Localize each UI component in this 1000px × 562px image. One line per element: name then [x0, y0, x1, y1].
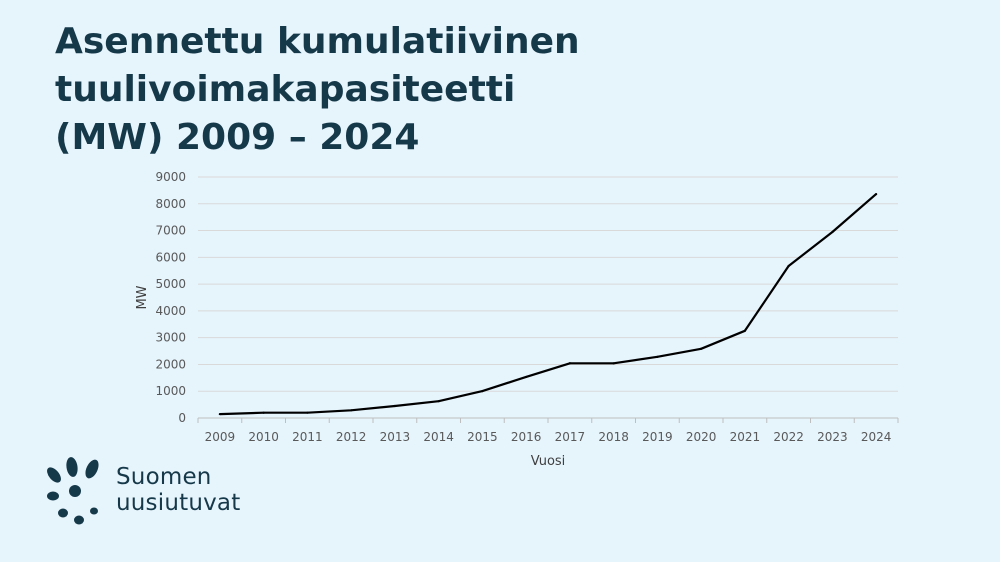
data-point — [568, 362, 571, 365]
x-tick-label: 2016 — [511, 430, 542, 444]
data-point — [787, 264, 790, 268]
data-point — [875, 192, 878, 196]
x-tick-label: 2010 — [248, 430, 279, 444]
data-point — [612, 362, 615, 365]
x-tick-label: 2009 — [205, 430, 236, 444]
logo-line-1: Suomen — [116, 464, 212, 490]
data-point — [262, 411, 265, 414]
data-point — [393, 404, 396, 408]
y-tick-label: 5000 — [155, 277, 186, 291]
data-point — [437, 400, 440, 403]
series-layer — [218, 192, 878, 416]
y-tick-label: 3000 — [155, 331, 186, 345]
x-tick-label: 2011 — [292, 430, 323, 444]
x-tick-label: 2024 — [861, 430, 892, 444]
suomen-uusiutuvat-logo: Suomen uusiutuvat — [42, 453, 272, 528]
title-line-2: (MW) 2009 – 2024 — [55, 117, 420, 158]
title-line-1: Asennettu kumulatiivinen tuulivoimakapas… — [55, 21, 580, 110]
y-axis-title: MW — [135, 285, 150, 309]
logo-line-2: uusiutuvat — [116, 490, 241, 516]
y-tick-label: 2000 — [155, 357, 186, 371]
data-point — [831, 230, 834, 234]
x-tick-label: 2015 — [467, 430, 498, 444]
x-axis-title: Vuosi — [531, 454, 566, 469]
data-point — [350, 409, 353, 412]
data-point — [306, 411, 309, 414]
x-tick-label: 2013 — [380, 430, 411, 444]
leaf-flower-icon — [47, 457, 99, 525]
data-point — [218, 412, 221, 416]
x-tick-label: 2019 — [642, 430, 673, 444]
y-tick-label: 6000 — [155, 250, 186, 264]
y-tick-label: 8000 — [155, 197, 186, 211]
x-tick-label: 2012 — [336, 430, 367, 444]
y-tick-label: 0 — [178, 411, 186, 425]
x-tick-label: 2018 — [598, 430, 629, 444]
series-line — [219, 193, 877, 416]
y-tick-label: 1000 — [155, 384, 186, 398]
x-tick-label: 2017 — [555, 430, 586, 444]
data-point — [700, 347, 703, 350]
x-tick-label: 2014 — [423, 430, 454, 444]
gridlines — [197, 176, 899, 423]
data-point — [525, 375, 528, 379]
data-point — [743, 329, 746, 332]
y-tick-label: 7000 — [155, 224, 186, 238]
y-tick-label: 9000 — [155, 170, 186, 184]
x-tick-label: 2021 — [730, 430, 761, 444]
x-tick-labels: 2009 2010 2011 2012 2013 2014 2015 2016 2017 2018… — [205, 430, 892, 444]
y-tick-labels: 0 1000 2000 3000 4000 5000 6000 7000 8000 9000 — [155, 170, 186, 425]
data-point — [656, 355, 659, 358]
x-tick-label: 2022 — [773, 430, 804, 444]
y-tick-label: 4000 — [155, 304, 186, 318]
x-tick-label: 2023 — [817, 430, 848, 444]
logo-wordmark: Suomen uusiutuvat — [116, 464, 240, 516]
data-point — [481, 389, 484, 393]
slide-title: Asennettu kumulatiivinen tuulivoimakapas… — [55, 18, 955, 162]
x-tick-label: 2020 — [686, 430, 717, 444]
